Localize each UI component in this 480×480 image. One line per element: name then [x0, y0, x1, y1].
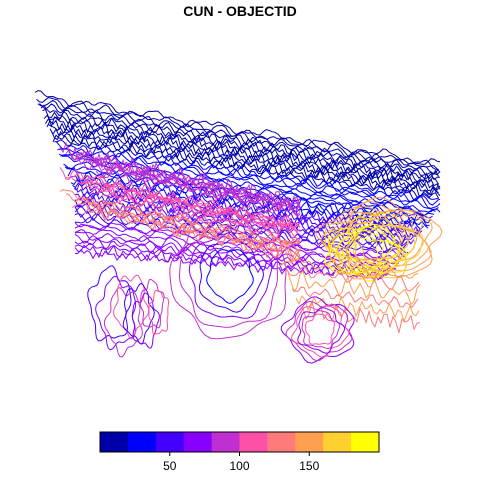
- contour-line: [37, 99, 441, 173]
- legend-swatch: [211, 432, 240, 452]
- contour-line: [285, 300, 353, 362]
- contour-line: [287, 270, 421, 306]
- contour-line: [95, 166, 301, 214]
- legend-swatch: [155, 432, 185, 452]
- contour-line: [40, 104, 441, 176]
- legend-tick-label: 50: [163, 459, 177, 473]
- contour-line: [345, 212, 418, 269]
- contour-line: [95, 275, 137, 351]
- legend-swatch: [239, 432, 268, 452]
- contour-line: [301, 310, 341, 350]
- legend-swatch: [295, 432, 324, 452]
- contour-line: [131, 292, 160, 349]
- legend-swatch: [323, 432, 352, 452]
- contour-line: [45, 116, 439, 185]
- contour-line: [323, 223, 408, 282]
- contour-line: [89, 156, 301, 217]
- contour-line: [36, 97, 439, 170]
- legend-tick-label: 100: [229, 459, 249, 473]
- contour-line: [122, 282, 155, 345]
- contour-line: [71, 176, 301, 232]
- contour-line: [341, 233, 385, 270]
- contour-line: [89, 203, 301, 262]
- contour-line: [87, 265, 132, 342]
- contour-line: [57, 148, 439, 206]
- contour-line: [59, 167, 301, 230]
- contour-line: [43, 114, 441, 181]
- contour-line: [338, 221, 404, 272]
- contour-line: [60, 153, 439, 211]
- legend-swatch: [351, 432, 380, 452]
- contour-line: [169, 212, 287, 340]
- contour-line: [305, 313, 335, 345]
- contour-line: [103, 287, 143, 358]
- contour-line: [332, 217, 408, 274]
- contour-line: [112, 274, 150, 340]
- contour-line: [54, 139, 439, 199]
- legend-swatch: [267, 432, 296, 452]
- contour-line: [356, 218, 403, 260]
- contour-line: [295, 295, 420, 323]
- contour-line: [74, 249, 387, 281]
- contour-line: [320, 200, 433, 279]
- contour-line: [67, 166, 432, 225]
- contour-line: [83, 158, 301, 215]
- contour-line: [39, 103, 439, 175]
- contour-line: [42, 108, 439, 180]
- legend-swatch: [100, 432, 129, 452]
- contour-line: [95, 211, 301, 264]
- legend-tick-label: 150: [299, 459, 319, 473]
- contour-line: [74, 244, 391, 281]
- contour-line: [345, 225, 399, 270]
- contour-line: [198, 238, 265, 313]
- contour-line: [297, 307, 346, 354]
- contour-line: [51, 130, 439, 196]
- contour-line: [139, 278, 165, 329]
- contour-line: [73, 180, 423, 235]
- contour-line: [299, 301, 421, 335]
- contour-lines: [34, 90, 443, 364]
- contour-line: [178, 219, 279, 328]
- contour-line: [74, 190, 421, 239]
- contour-line: [206, 249, 254, 304]
- legend-swatch: [127, 432, 157, 452]
- contour-line: [83, 180, 301, 229]
- contour-line: [188, 227, 273, 319]
- legend-swatches: [100, 432, 380, 452]
- contour-line: [59, 141, 301, 209]
- map-title: CUN - OBJECTID: [183, 3, 297, 19]
- contour-line: [101, 168, 301, 212]
- legend-swatch: [183, 432, 213, 452]
- contour-line: [352, 227, 393, 266]
- contour-line: [331, 226, 401, 278]
- contour-line: [46, 119, 441, 190]
- contour-line: [348, 237, 378, 267]
- contour-line: [279, 258, 419, 280]
- contour-line: [48, 124, 439, 193]
- contour-line: [280, 296, 355, 364]
- contour-line: [148, 289, 170, 335]
- contour-line: [291, 286, 419, 309]
- legend-ticks: 50 100 150: [163, 452, 320, 473]
- contour-line: [283, 262, 420, 292]
